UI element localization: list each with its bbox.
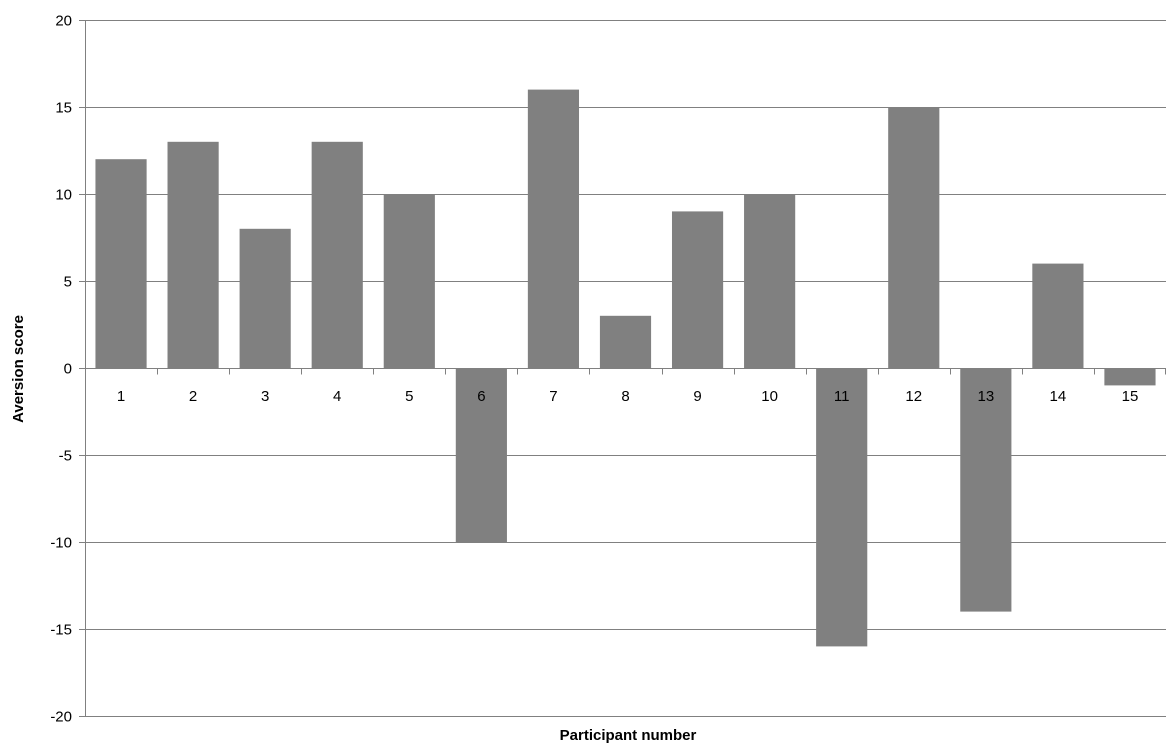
y-tick-labels: 20 15 10 5 0 -5 -10 -15 -20 [50,13,72,726]
bar-participant-8 [599,315,652,368]
x-tick-label: 11 [834,388,850,405]
bar-participant-12 [888,107,940,368]
x-tick-label: 1 [117,388,125,405]
y-tick-label: 10 [55,187,72,204]
y-tick-label: -20 [50,709,72,726]
y-tick-label: 20 [55,13,72,30]
x-tick-label: 14 [1050,388,1067,405]
bar-participant-14 [1032,263,1084,368]
bar-participant-10 [744,194,796,368]
y-tick-label: 5 [64,274,72,291]
axes [85,20,1166,716]
bar-participant-7 [527,89,580,368]
bar-participant-15 [1104,368,1156,386]
x-tick-label: 12 [905,388,922,405]
bars [95,89,1156,647]
y-tick-label: -10 [50,535,72,552]
x-tick-label: 10 [761,388,778,405]
bar-participant-1 [95,159,147,368]
y-tick-label: 15 [55,100,72,117]
x-tick-label: 8 [621,388,629,405]
bar-participant-9 [671,211,724,368]
x-tick-label: 7 [549,388,557,405]
y-tick-label: 0 [64,361,72,378]
x-tick-labels: 1 2 3 4 5 6 7 8 9 10 11 12 13 14 15 [85,368,1166,405]
bar-participant-6 [455,368,507,542]
x-tick-label: 9 [693,388,701,405]
bar-participant-13 [960,368,1012,612]
bar-participant-5 [383,194,435,368]
bar-participant-3 [239,228,291,368]
y-tick-label: -15 [50,622,72,639]
x-tick-label: 5 [405,388,413,405]
x-tick-label: 3 [261,388,269,405]
x-tick-label: 4 [333,388,341,405]
x-tick-label: 15 [1122,388,1139,405]
bar-participant-4 [311,141,363,368]
y-axis-title: Aversion score [10,315,27,423]
y-tick-label: -5 [59,448,72,465]
bar-participant-11 [816,368,868,647]
bar-participant-2 [167,141,219,368]
x-axis-title: Participant number [560,727,697,744]
x-tick-label: 13 [977,388,994,405]
x-tick-label: 6 [477,388,485,405]
x-tick-label: 2 [189,388,197,405]
